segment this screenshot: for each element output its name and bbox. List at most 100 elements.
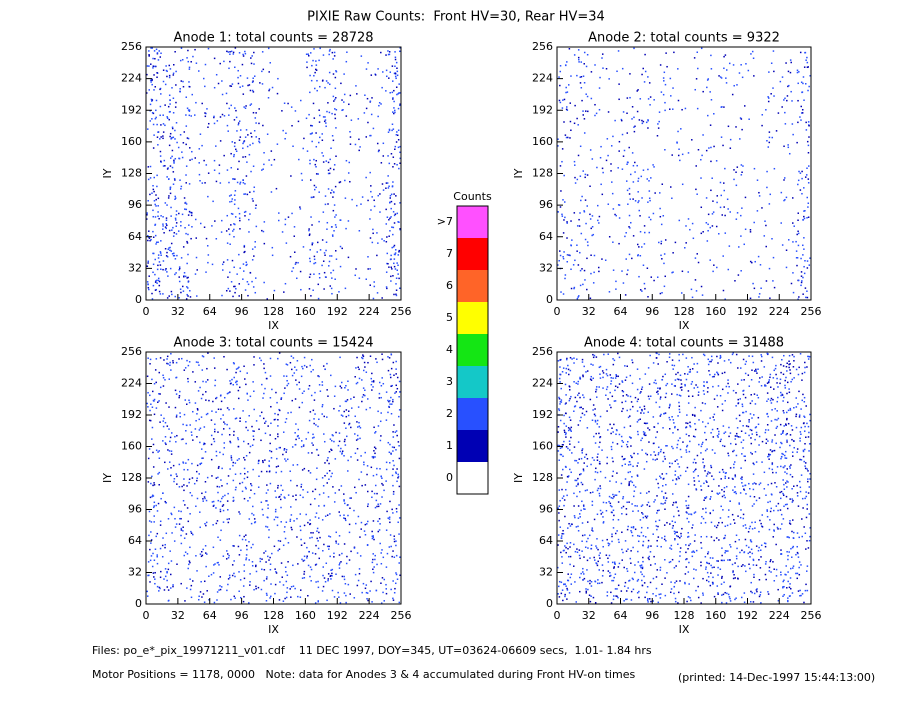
- count-dot: [251, 55, 253, 57]
- count-dot: [247, 283, 250, 286]
- count-dot: [151, 565, 154, 568]
- count-dot: [207, 195, 209, 198]
- count-dot: [630, 599, 633, 601]
- count-dot: [591, 527, 594, 529]
- count-dot: [385, 187, 387, 189]
- count-dot: [718, 233, 720, 235]
- count-dot: [658, 353, 660, 356]
- count-dot: [323, 271, 326, 274]
- count-dot: [232, 53, 235, 55]
- count-dot: [593, 254, 596, 257]
- x-tick-label: 32: [171, 305, 185, 318]
- count-dot: [563, 98, 566, 101]
- count-dot: [656, 528, 658, 531]
- count-dot: [567, 84, 570, 86]
- count-dot: [688, 450, 691, 453]
- count-dot: [377, 530, 380, 533]
- count-dot: [326, 472, 328, 475]
- count-dot: [169, 165, 172, 167]
- count-dot: [263, 242, 266, 245]
- count-dot: [287, 412, 289, 414]
- count-dot: [694, 511, 697, 513]
- count-dot: [803, 210, 805, 212]
- count-dot: [594, 103, 596, 106]
- count-dot: [725, 77, 727, 79]
- count-dot: [244, 215, 246, 217]
- count-dot: [567, 447, 569, 450]
- count-dot: [636, 110, 639, 113]
- count-dot: [334, 98, 336, 101]
- count-dot: [321, 381, 324, 383]
- count-dot: [271, 254, 274, 257]
- count-dot: [258, 141, 261, 144]
- count-dot: [678, 378, 680, 381]
- count-dot: [393, 163, 396, 165]
- count-dot: [616, 443, 619, 445]
- count-dot: [607, 561, 610, 563]
- count-dot: [246, 77, 249, 79]
- count-dot: [591, 500, 594, 503]
- count-dot: [292, 464, 294, 466]
- count-dot: [673, 566, 676, 569]
- count-dot: [323, 440, 326, 443]
- count-dot: [703, 354, 706, 357]
- count-dot: [337, 591, 339, 594]
- count-dot: [198, 595, 200, 598]
- count-dot: [370, 209, 372, 211]
- count-dot: [366, 473, 368, 476]
- count-dot: [382, 591, 384, 594]
- count-dot: [589, 557, 591, 559]
- count-dot: [689, 424, 691, 427]
- count-dot: [712, 576, 714, 579]
- count-dot: [393, 262, 395, 265]
- count-dot: [338, 489, 340, 491]
- count-dot: [296, 360, 299, 362]
- count-dot: [594, 442, 597, 444]
- count-dot: [196, 570, 198, 572]
- count-dot: [169, 186, 172, 188]
- count-dot: [608, 236, 611, 238]
- count-dot: [569, 397, 571, 400]
- count-dot: [204, 523, 206, 525]
- count-dot: [781, 76, 784, 78]
- count-dot: [721, 495, 724, 498]
- count-dot: [566, 106, 568, 108]
- count-dot: [645, 452, 647, 455]
- count-dot: [717, 373, 720, 376]
- count-dot: [160, 240, 162, 242]
- count-dot: [721, 547, 723, 549]
- count-dot: [200, 551, 203, 553]
- count-dot: [389, 400, 391, 402]
- count-dot: [192, 439, 194, 441]
- count-dot: [390, 453, 392, 455]
- count-dot: [343, 500, 345, 502]
- count-dot: [365, 584, 368, 586]
- count-dot: [171, 126, 174, 129]
- count-dot: [365, 107, 368, 110]
- count-dot: [392, 493, 395, 495]
- count-dot: [238, 283, 241, 285]
- count-dot: [675, 580, 678, 582]
- count-dot: [169, 267, 172, 270]
- count-dot: [393, 446, 396, 449]
- count-dot: [394, 213, 397, 215]
- count-dot: [757, 255, 760, 258]
- count-dot: [692, 577, 695, 580]
- count-dot: [156, 282, 158, 284]
- count-dot: [197, 361, 199, 364]
- count-dot: [647, 76, 649, 78]
- count-dot: [663, 412, 665, 415]
- count-dot: [579, 284, 582, 287]
- count-dot: [287, 102, 289, 105]
- y-tick-label: 64: [128, 534, 142, 547]
- count-dot: [238, 160, 240, 163]
- count-dot: [654, 499, 656, 501]
- count-dot: [163, 417, 165, 420]
- count-dot: [716, 355, 718, 358]
- count-dot: [332, 139, 335, 142]
- count-dot: [255, 585, 257, 588]
- count-dot: [628, 484, 630, 487]
- count-dot: [612, 460, 614, 463]
- count-dot: [562, 495, 565, 497]
- count-dot: [191, 462, 193, 465]
